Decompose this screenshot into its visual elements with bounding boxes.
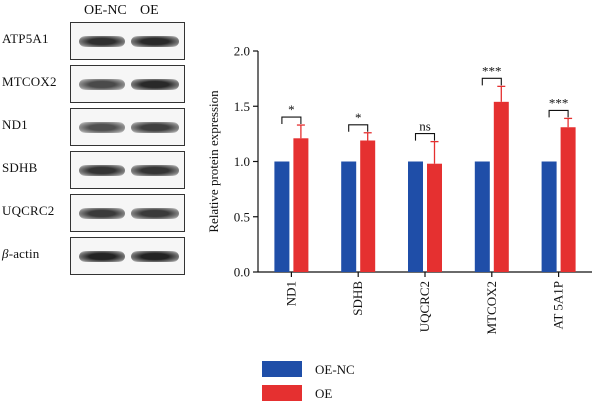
bar-oe [293,138,309,272]
blot-row-beta-actin: β-actin [0,237,200,275]
x-tick-label: AT 5A1P [551,281,566,330]
bar-oe [560,127,576,273]
blot-row-nd1: ND1 [0,108,200,146]
significance-label: *** [549,95,569,110]
blot-image [70,151,185,189]
significance-bracket [414,133,436,141]
bar-oe-nc [408,161,423,272]
blot-label: ATP5A1 [2,31,49,46]
band-oe [131,165,179,176]
band-oe-nc [79,122,125,133]
band-oe-nc [79,208,125,219]
band-oe-nc [79,36,125,47]
lane-header-oe-nc: OE-NC [84,3,127,18]
significance-bracket [548,109,569,118]
y-axis-label: Relative protein expression [206,90,221,233]
blot-label: MTCOX2 [2,74,57,89]
bar-oe-nc [341,161,357,272]
legend-swatch-oe [262,385,302,401]
blot-row-mtcox2: MTCOX2 [0,65,200,103]
y-tick-label: 2.0 [234,44,250,59]
bar-oe [493,101,509,272]
bar-chart-svg: 0.0 0.5 1.0 1.5 2.0 Relative protein expressi… [206,44,592,401]
blot-image [70,65,185,103]
y-tick-label: 1.5 [234,99,250,114]
significance-bracket [481,77,502,86]
blot-row-atp5a1: ATP5A1 [0,22,200,60]
significance-label: *** [482,63,502,78]
blot-label: SDHB [2,160,38,175]
significance-bracket [281,116,302,125]
significance-label: ns [419,119,431,134]
band-oe [131,122,179,133]
x-tick-label: SDHB [350,281,365,316]
band-oe [131,251,179,262]
bar-oe-nc [474,161,490,272]
band-oe-nc [79,79,125,90]
blot-image [70,108,185,146]
band-oe-nc [79,251,125,262]
bar-oe [360,140,376,272]
bar-oe [427,163,442,272]
y-tick-label: 0.0 [234,265,250,280]
blot-label: ND1 [2,117,28,132]
bar-oe-nc [541,161,557,272]
blot-row-sdhb: SDHB [0,151,200,189]
bar-chart: 0.0 0.5 1.0 1.5 2.0 Relative protein expressi… [200,0,600,401]
bar-oe-nc [274,161,290,272]
y-tick-label: 1.0 [234,154,250,169]
legend-label-oe: OE [315,386,332,401]
blot-row-uqcrc2: UQCRC2 [0,194,200,232]
significance-bracket [348,124,369,132]
blot-label: β-actin [2,246,39,262]
blot-image [70,22,185,60]
x-tick-label: MTCOX2 [484,281,499,334]
blot-label-rest: -actin [8,246,40,261]
legend-label-oe-nc: OE-NC [315,362,355,377]
band-oe [131,208,179,219]
band-oe [131,36,179,47]
lane-header-oe: OE [140,3,159,18]
band-oe [131,79,179,90]
legend-swatch-oe-nc [262,361,302,377]
x-tick-label: UQCRC2 [417,281,432,332]
blot-image [70,194,185,232]
blot-label-greek: β [2,246,9,261]
blot-label: UQCRC2 [2,203,55,218]
x-tick-label: ND1 [283,281,298,306]
significance-label: * [355,110,362,125]
significance-label: * [288,102,295,117]
y-tick-label: 0.5 [234,209,250,224]
band-oe-nc [79,165,125,176]
blot-image [70,237,185,275]
western-blot-panel: OE-NC OE ATP5A1 MTCOX2 ND1 SDHB UQCRC2 [0,0,200,290]
